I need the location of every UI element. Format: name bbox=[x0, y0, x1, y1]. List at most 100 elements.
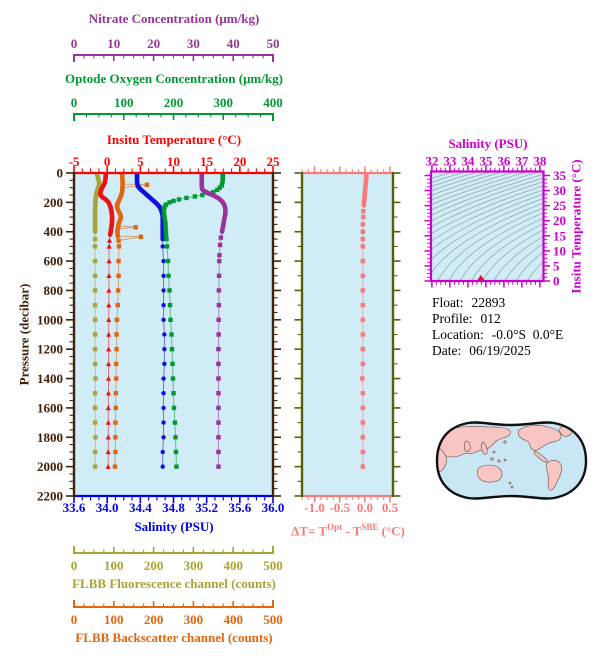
svg-text:200: 200 bbox=[44, 195, 64, 210]
svg-text:35: 35 bbox=[479, 154, 493, 169]
svg-text:34.4: 34.4 bbox=[129, 500, 152, 515]
svg-text:30: 30 bbox=[187, 36, 200, 51]
svg-text:33: 33 bbox=[443, 154, 457, 169]
svg-text:40: 40 bbox=[227, 36, 240, 51]
svg-text:35: 35 bbox=[553, 168, 567, 183]
svg-text:38: 38 bbox=[533, 154, 547, 169]
svg-text:20: 20 bbox=[147, 36, 160, 51]
location-row: Location: -0.0°S 0.0°E bbox=[432, 327, 564, 342]
map-island bbox=[503, 458, 507, 462]
svg-text:0: 0 bbox=[71, 36, 78, 51]
svg-text:300: 300 bbox=[184, 612, 204, 627]
svg-text:1000: 1000 bbox=[37, 312, 63, 327]
profile-plot: -5 0 5 10 15 20 25 33.6 34.0 34.4 34.8 35.2 35.6 36.0… bbox=[37, 154, 284, 515]
svg-text:10: 10 bbox=[553, 243, 566, 258]
svg-text:33.6: 33.6 bbox=[63, 500, 86, 515]
map-outline bbox=[435, 421, 588, 500]
svg-text:0: 0 bbox=[71, 558, 78, 573]
svg-text:200: 200 bbox=[144, 558, 164, 573]
svg-text:-1.0: -1.0 bbox=[304, 500, 325, 515]
svg-text:100: 100 bbox=[114, 95, 134, 110]
map-land-india bbox=[464, 440, 471, 453]
svg-text:20: 20 bbox=[553, 213, 566, 228]
svg-text:10: 10 bbox=[167, 154, 180, 169]
svg-text:15: 15 bbox=[200, 154, 214, 169]
svg-text:400: 400 bbox=[223, 612, 243, 627]
map-land-eurasia bbox=[437, 426, 511, 458]
temperature-axis-title: Insitu Temperature (°C) bbox=[106, 132, 242, 147]
svg-text:35.2: 35.2 bbox=[195, 500, 218, 515]
svg-text:800: 800 bbox=[44, 283, 64, 298]
map-island bbox=[503, 440, 507, 444]
svg-text:300: 300 bbox=[214, 95, 234, 110]
svg-text:1200: 1200 bbox=[37, 342, 63, 357]
svg-text:0.5: 0.5 bbox=[382, 500, 399, 515]
svg-text:400: 400 bbox=[263, 95, 283, 110]
svg-text:200: 200 bbox=[164, 95, 184, 110]
svg-text:34.0: 34.0 bbox=[96, 500, 119, 515]
float-info-block: Float: 22893 Profile: 012 Location: -0.0°S … bbox=[432, 295, 563, 359]
map-island bbox=[490, 457, 494, 461]
svg-text:0: 0 bbox=[104, 154, 111, 169]
svg-text:1600: 1600 bbox=[37, 400, 63, 415]
svg-text:600: 600 bbox=[44, 254, 64, 269]
nitrate-axis-title: Nitrate Concentration (μm/kg) bbox=[88, 11, 260, 26]
backscatter-axis-title: FLBB Backscatter channel (counts) bbox=[75, 630, 273, 645]
profile-number-row: Profile: 012 bbox=[432, 311, 501, 326]
oxygen-axis-title: Optode Oxygen Concentration (μm/kg) bbox=[65, 71, 283, 86]
svg-text:-5: -5 bbox=[69, 154, 80, 169]
svg-text:100: 100 bbox=[104, 612, 124, 627]
svg-text:0: 0 bbox=[553, 274, 560, 289]
date-row: Date: 06/19/2025 bbox=[432, 343, 531, 358]
svg-text:36.0: 36.0 bbox=[262, 500, 285, 515]
map-land-group bbox=[437, 425, 573, 491]
map-land-australia bbox=[476, 464, 503, 483]
svg-text:400: 400 bbox=[223, 558, 243, 573]
svg-text:0: 0 bbox=[71, 95, 78, 110]
svg-text:34.8: 34.8 bbox=[162, 500, 185, 515]
svg-text:0: 0 bbox=[57, 166, 64, 181]
map-land-indochina bbox=[481, 441, 488, 455]
svg-text:36: 36 bbox=[497, 154, 511, 169]
svg-text:15: 15 bbox=[553, 228, 567, 243]
svg-text:5: 5 bbox=[553, 258, 560, 273]
salinity-axis-title: Salinity (PSU) bbox=[134, 519, 214, 534]
ts-salinity-axis-title: Salinity (PSU) bbox=[448, 136, 528, 151]
svg-text:37: 37 bbox=[515, 154, 529, 169]
map-land-africa bbox=[437, 446, 447, 472]
svg-text:500: 500 bbox=[263, 612, 283, 627]
svg-text:1800: 1800 bbox=[37, 430, 63, 445]
svg-text:25: 25 bbox=[267, 154, 281, 169]
map-island bbox=[497, 459, 501, 463]
svg-text:2000: 2000 bbox=[37, 459, 63, 474]
svg-text:20: 20 bbox=[233, 154, 246, 169]
svg-text:25: 25 bbox=[553, 198, 567, 213]
map-island bbox=[510, 485, 514, 489]
svg-text:34: 34 bbox=[461, 154, 475, 169]
svg-text:30: 30 bbox=[553, 183, 566, 198]
svg-text:35.6: 35.6 bbox=[228, 500, 251, 515]
map-island bbox=[508, 481, 512, 485]
svg-text:32: 32 bbox=[425, 154, 438, 169]
pressure-axis-title: Pressure (decibar) bbox=[16, 283, 32, 386]
map-land-north-america bbox=[517, 425, 562, 451]
fluorescence-axis-title: FLBB Fluorescence channel (counts) bbox=[72, 576, 276, 591]
svg-text:100: 100 bbox=[104, 558, 124, 573]
svg-text:1400: 1400 bbox=[37, 371, 63, 386]
ts-temperature-axis-title: Insitu Temperature (°C) bbox=[568, 159, 584, 294]
svg-text:400: 400 bbox=[44, 224, 64, 239]
svg-text:10: 10 bbox=[107, 36, 120, 51]
delta-t-plot: -1.0 -0.5 0.0 0.5 bbox=[294, 166, 401, 515]
svg-text:300: 300 bbox=[184, 558, 204, 573]
svg-text:2200: 2200 bbox=[37, 489, 63, 504]
svg-text:0: 0 bbox=[71, 612, 78, 627]
svg-text:5: 5 bbox=[137, 154, 144, 169]
svg-text:0.0: 0.0 bbox=[357, 500, 373, 515]
svg-text:500: 500 bbox=[263, 558, 283, 573]
world-map bbox=[435, 421, 588, 500]
map-land-central-america bbox=[533, 450, 548, 463]
